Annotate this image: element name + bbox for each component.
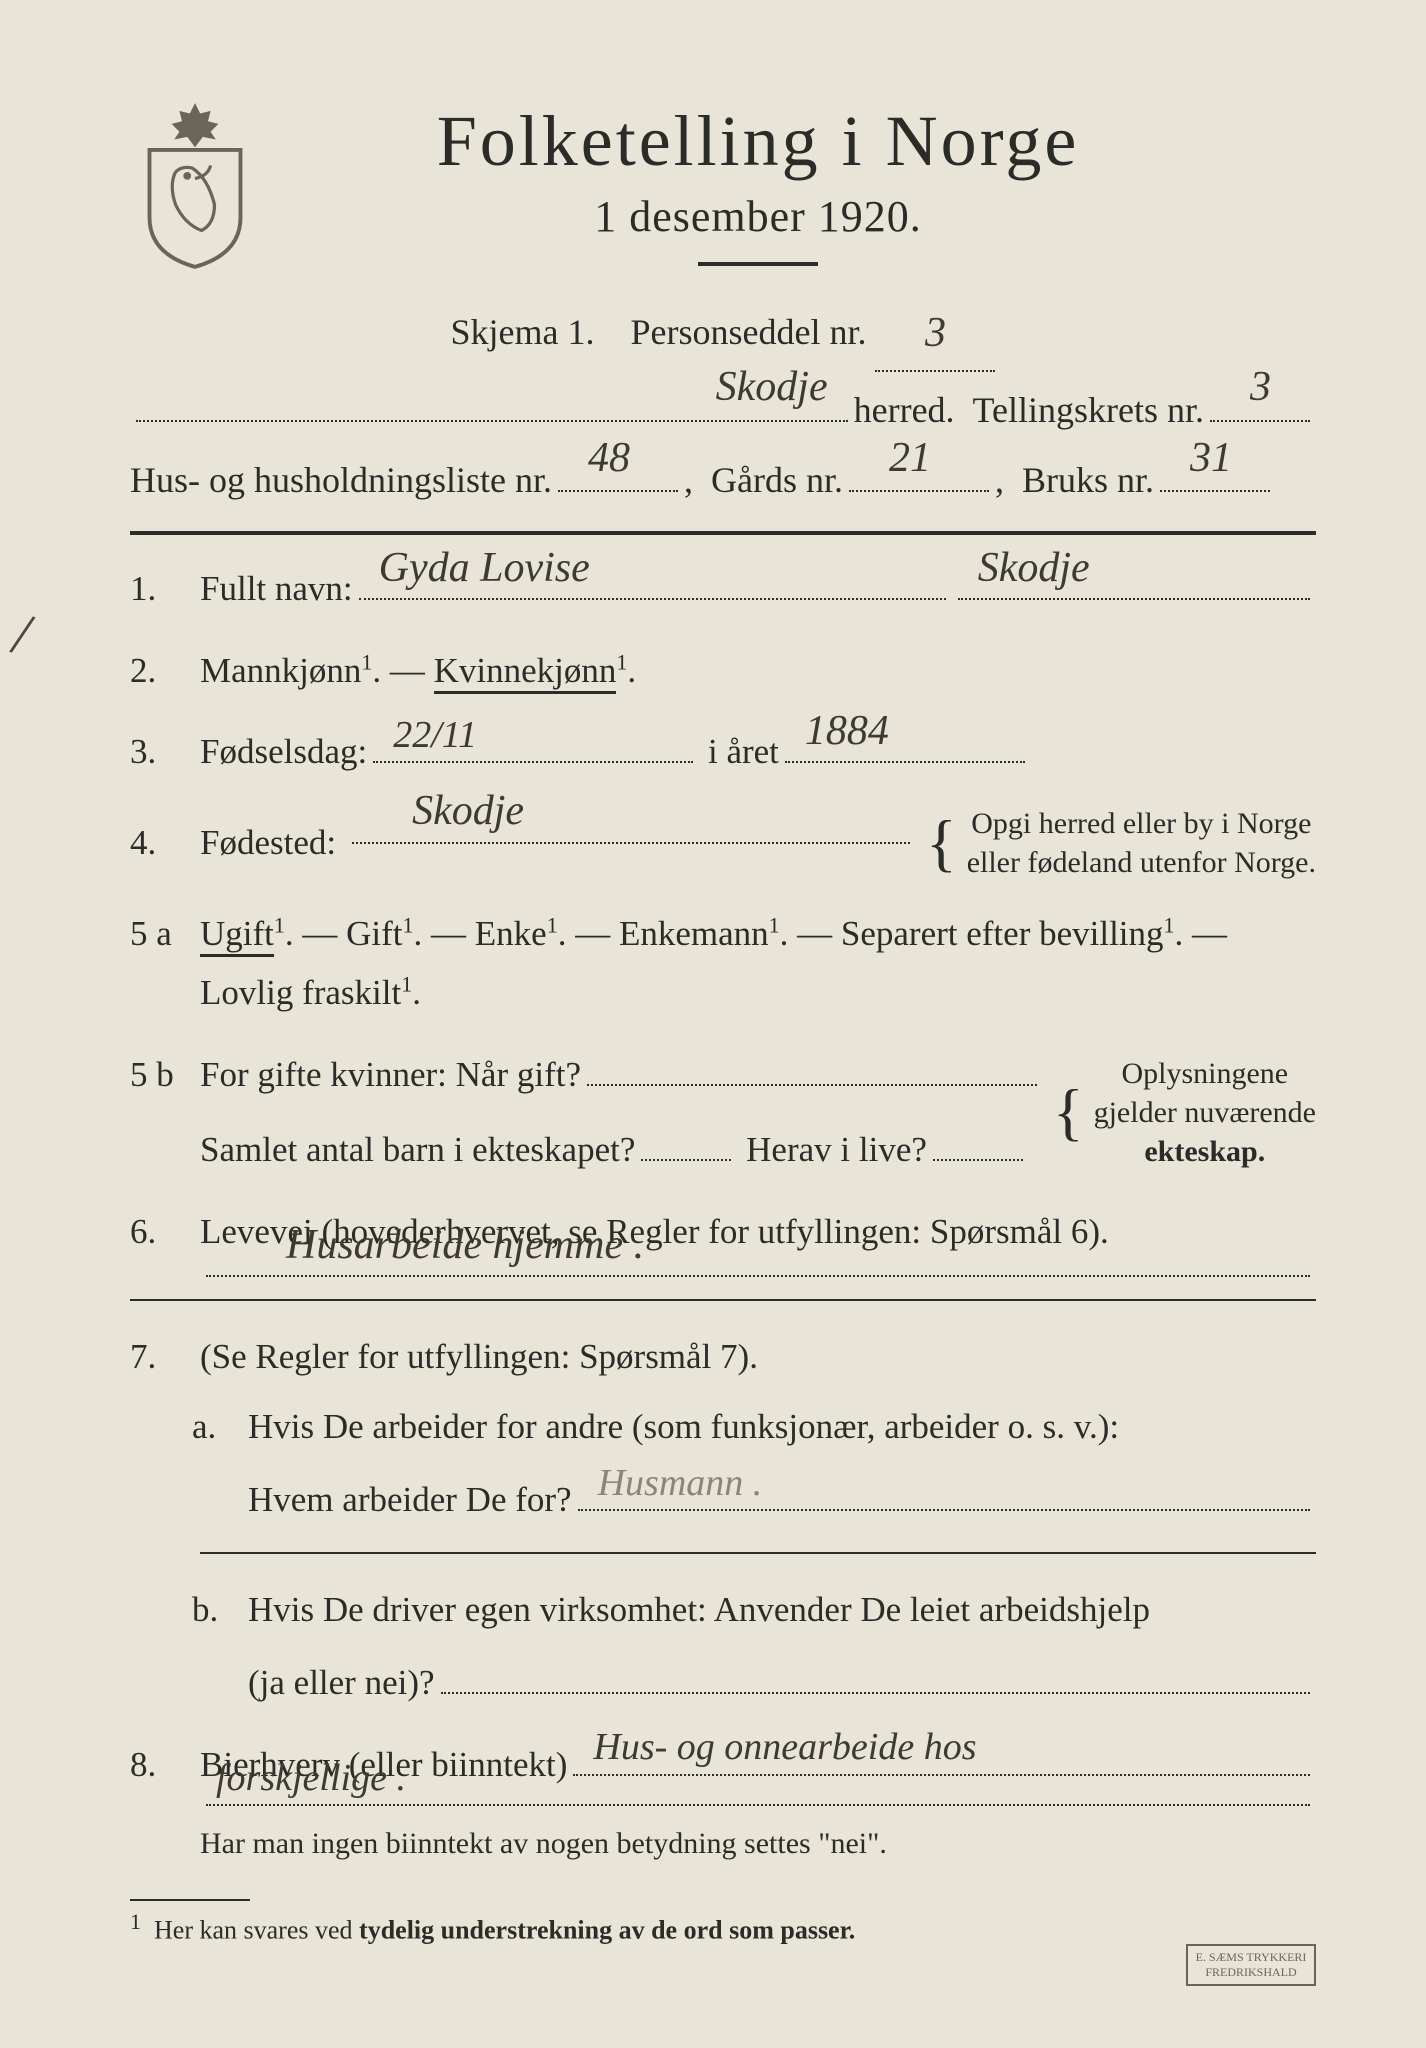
q2-dash: — [390,651,434,690]
q4-note: Opgi herred eller by i Norge eller fødel… [967,804,1316,882]
tellingskrets-value: 3 [1250,350,1271,426]
q5b-note: Oplysningene gjelder nuværende ekteskap. [1094,1054,1316,1171]
q5b-l2a: Samlet antal barn i ekteskapet? [200,1120,635,1180]
margin-slash-mark: / [5,599,39,670]
q5a-ugift: Ugift [200,914,274,957]
q7a-num: a. [192,1397,248,1457]
sub-divider-2 [200,1552,1316,1554]
q5a-enkemann: Enkemann [619,914,769,953]
header: Folketelling i Norge 1 desember 1920. [130,100,1316,294]
sub-divider-1 [130,1299,1316,1301]
herred-line: Skodje herred. Tellingskrets nr. 3 [130,378,1316,443]
q8-row: 8. Bierhverv (eller biinntekt) Hus- og o… [130,1735,1316,1870]
q8-value2: forskjellige . [216,1746,406,1811]
brace-icon: { [926,827,957,859]
q4-num: 4. [130,813,200,873]
bruks-value: 31 [1190,421,1232,497]
q7a-l2: Hvem arbeider De for? [248,1470,572,1530]
q7a-l1: Hvis De arbeider for andre (som funksjon… [248,1407,1119,1446]
q1-row: 1. Fullt navn: Gyda Lovise Skodje [130,559,1316,619]
skjema-label: Skjema 1. [451,312,595,352]
q8-value1: Hus- og onnearbeide hos [593,1715,976,1780]
main-title: Folketelling i Norge [300,100,1216,183]
footnote-marker: 1 [130,1909,141,1934]
gards-label: Gårds nr. [711,448,843,513]
q7-row: 7. (Se Regler for utfyllingen: Spørsmål … [130,1327,1316,1387]
q3-day: 22/11 [393,703,477,768]
q3-year-label: i året [708,722,779,782]
q1-num: 1. [130,559,200,619]
husliste-value: 48 [588,421,630,497]
bruks-label: Bruks nr. [1022,448,1154,513]
q1-label: Fullt navn: [200,559,353,619]
q8-note: Har man ingen biinntekt av nogen betydni… [200,1818,1316,1869]
q3-year: 1884 [805,696,889,767]
q7b-num: b. [192,1580,248,1640]
q6-value: Husarbeide hjemme . [286,1210,644,1281]
q5b-row: 5 b For gifte kvinner: Når gift? Samlet … [130,1045,1316,1180]
q6-num: 6. [130,1202,200,1262]
q7b-l1: Hvis De driver egen virksomhet: Anvender… [248,1590,1150,1629]
q7b-l2: (ja eller nei)? [248,1653,435,1713]
q3-row: 3. Fødselsdag: 22/11 i året 1884 [130,722,1316,782]
title-block: Folketelling i Norge 1 desember 1920. [300,100,1316,294]
q3-label: Fødselsdag: [200,722,367,782]
subtitle: 1 desember 1920. [300,191,1216,242]
q2-mann: Mannkjønn [200,651,361,690]
printer-stamp: E. SÆMS TRYKKERIFREDRIKSHALD [1186,1944,1316,1986]
q7-label: (Se Regler for utfyllingen: Spørsmål 7). [200,1337,758,1376]
q1-firstname: Gyda Lovise [379,533,590,604]
q5a-separert: Separert efter bevilling [841,914,1164,953]
q5b-l2b: Herav i live? [746,1120,927,1180]
herred-value: Skodje [716,350,828,426]
q5a-num: 5 a [130,904,200,964]
q8-num: 8. [130,1735,200,1795]
tellingskrets-label: Tellingskrets nr. [973,378,1204,443]
q1-lastname: Skodje [978,533,1090,604]
footnote: 1 Her kan svares ved tydelig understrekn… [130,1899,1316,1946]
q4-value: Skodje [412,776,524,847]
q5a-fraskilt: Lovlig fraskilt [200,973,401,1012]
q5b-num: 5 b [130,1045,200,1105]
q5b-l1: For gifte kvinner: Når gift? [200,1045,581,1105]
personseddel-value: 3 [925,296,946,372]
husliste-label: Hus- og husholdningsliste nr. [130,448,552,513]
q7-num: 7. [130,1327,200,1387]
title-rule [698,262,818,266]
q4-label: Fødested: [200,813,336,873]
main-divider [130,531,1316,535]
q5a-row: 5 a Ugift1. — Gift1. — Enke1. — Enkemann… [130,904,1316,1023]
coat-of-arms-icon [130,100,260,270]
q7b-row: b. Hvis De driver egen virksomhet: Anven… [130,1580,1316,1713]
q5a-enke: Enke [475,914,547,953]
q5a-gift: Gift [346,914,402,953]
q4-row: 4. Fødested: Skodje { Opgi herred eller … [130,804,1316,882]
q7a-row: a. Hvis De arbeider for andre (som funks… [130,1397,1316,1530]
q2-kvinne: Kvinnekjønn [434,651,617,694]
brace-icon: { [1053,1096,1084,1128]
q2-num: 2. [130,641,200,701]
q7a-value: Husmann . [598,1451,763,1516]
personseddel-label: Personseddel nr. [631,312,867,352]
footnote-text: Her kan svares ved tydelig understreknin… [154,1916,855,1945]
husliste-line: Hus- og husholdningsliste nr. 48, Gårds … [130,448,1316,513]
gards-value: 21 [889,421,931,497]
q2-row: 2. Mannkjønn1. — Kvinnekjønn1. [130,641,1316,701]
q3-num: 3. [130,722,200,782]
census-form-page: / Folketelling i Norge 1 desember 1920. … [0,0,1426,2048]
q6-row: 6. Levevei (hovederhvervet, se Regler fo… [130,1202,1316,1278]
